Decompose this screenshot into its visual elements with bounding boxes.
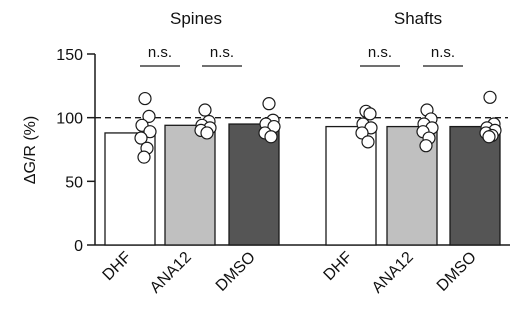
comparison-label: n.s.: [368, 44, 392, 61]
x-category-label: DMSO: [213, 249, 259, 295]
x-category-label: ANA12: [369, 249, 417, 297]
bar-ana12: [164, 124, 216, 246]
data-point: [482, 130, 496, 144]
y-axis-label: ΔG/R (%): [22, 116, 39, 184]
data-point: [143, 125, 157, 139]
points-layer: [134, 90, 502, 164]
data-point: [419, 139, 433, 153]
data-point: [198, 103, 212, 117]
comparison-label: n.s.: [148, 44, 172, 61]
data-point: [483, 90, 497, 104]
data-point: [355, 126, 369, 140]
y-tick-label: 100: [56, 111, 83, 128]
data-point: [264, 130, 278, 144]
bar-dmso: [449, 125, 501, 246]
axis-layer: 0 50 100 150: [56, 47, 510, 255]
group-title: Spines: [170, 9, 222, 28]
data-point: [200, 126, 214, 140]
y-tick-label: 0: [74, 238, 83, 255]
data-point: [262, 97, 276, 111]
x-category-label: DHF: [321, 249, 356, 284]
bar-dmso: [228, 123, 280, 246]
data-point: [138, 91, 152, 106]
x-category-label: DHF: [100, 249, 135, 284]
x-category-label: DMSO: [434, 249, 480, 295]
data-point: [361, 135, 375, 149]
x-category-label: ANA12: [147, 249, 195, 297]
data-point: [137, 150, 151, 164]
comparison-label: n.s.: [210, 44, 234, 61]
group-title: Shafts: [394, 9, 442, 28]
data-point: [142, 109, 156, 123]
y-tick-label: 50: [65, 174, 83, 191]
bars-layer: [104, 123, 501, 246]
data-point: [134, 131, 148, 145]
bar-dhf: [325, 125, 377, 246]
data-point: [363, 107, 377, 121]
comparison-label: n.s.: [431, 44, 455, 61]
y-tick-label: 150: [56, 47, 83, 64]
